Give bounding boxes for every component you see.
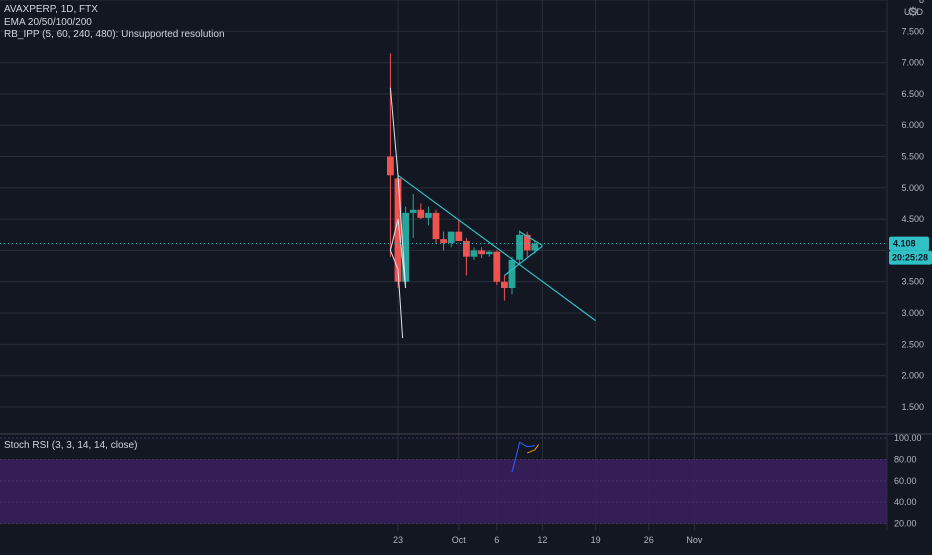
- candle-body: [402, 212, 409, 282]
- x-tick-label: Oct: [452, 535, 467, 545]
- candle-body: [447, 231, 455, 243]
- candle-body: [485, 251, 493, 255]
- rsi-band: [0, 459, 887, 524]
- timer-tag: [889, 250, 932, 265]
- candle-body: [417, 209, 425, 218]
- y-tick-label: 8: [919, 0, 924, 5]
- candle-body: [432, 212, 440, 240]
- rsi-tick-label: 40.00: [894, 497, 917, 507]
- y-tick-label: 4.500: [901, 214, 924, 224]
- ema-legend[interactable]: EMA 20/50/100/200: [4, 17, 92, 28]
- y-tick-label: 2.000: [901, 371, 924, 381]
- ipp-line: [389, 87, 407, 339]
- x-tick-label: 6: [494, 535, 499, 545]
- y-tick-label: 5.500: [901, 152, 924, 162]
- y-tick-label: 1.500: [901, 402, 924, 412]
- rsi-tick-label: 80.00: [894, 455, 917, 465]
- y-tick-label: 6.000: [901, 120, 924, 130]
- candle-body: [394, 178, 402, 282]
- candle-body: [501, 281, 508, 288]
- y-tick-label: 3.000: [901, 308, 924, 318]
- candle-body: [409, 209, 417, 213]
- candle-body: [523, 234, 531, 251]
- y-tick-label: 5.000: [901, 183, 924, 193]
- currency-label: USD: [904, 7, 924, 17]
- candle-body: [425, 212, 432, 218]
- rsi-tick-label: 20.00: [894, 519, 917, 529]
- trendline-ascending: [504, 245, 543, 276]
- rsi-tick-label: 60.00: [894, 476, 917, 486]
- ipp-legend[interactable]: RB_IPP (5, 60, 240, 480): Unsupported re…: [4, 29, 225, 40]
- x-tick-label: 26: [644, 535, 654, 545]
- price-tag: [889, 236, 929, 251]
- candle-body: [455, 231, 463, 242]
- candle-body: [387, 156, 394, 176]
- trendline-descending: [397, 174, 596, 322]
- stoch-rsi-legend[interactable]: Stoch RSI (3, 3, 14, 14, close): [4, 440, 138, 451]
- candle-body: [470, 250, 478, 257]
- y-tick-label: 3.500: [901, 277, 924, 287]
- candle-body: [440, 239, 447, 243]
- rsi-tick-label: 100.00: [894, 433, 922, 443]
- candle-body: [508, 259, 516, 288]
- symbol-legend[interactable]: AVAXPERP, 1D, FTX: [4, 4, 98, 15]
- x-tick-label: Nov: [686, 535, 703, 545]
- x-tick-label: 12: [537, 535, 547, 545]
- x-tick-label: 19: [591, 535, 601, 545]
- wedge-upper: [519, 231, 543, 246]
- timer-tag-label: 20:25:28: [892, 253, 928, 263]
- candle-body: [516, 234, 523, 260]
- candle-body: [478, 250, 485, 255]
- gear-icon[interactable]: ⚙: [907, 4, 919, 19]
- y-tick-label: 2.500: [901, 339, 924, 349]
- y-tick-label: 6.500: [901, 89, 924, 99]
- x-tick-label: 23: [393, 535, 403, 545]
- candle-body: [531, 243, 539, 251]
- candle-body: [463, 241, 470, 257]
- y-tick-label: 7.000: [901, 58, 924, 68]
- rsi-series-line: [511, 441, 535, 473]
- rsi-series-line: [527, 444, 540, 454]
- price-tag-label: 4.108: [893, 239, 916, 249]
- y-tick-label: 7.500: [901, 26, 924, 36]
- candle-body: [493, 251, 501, 282]
